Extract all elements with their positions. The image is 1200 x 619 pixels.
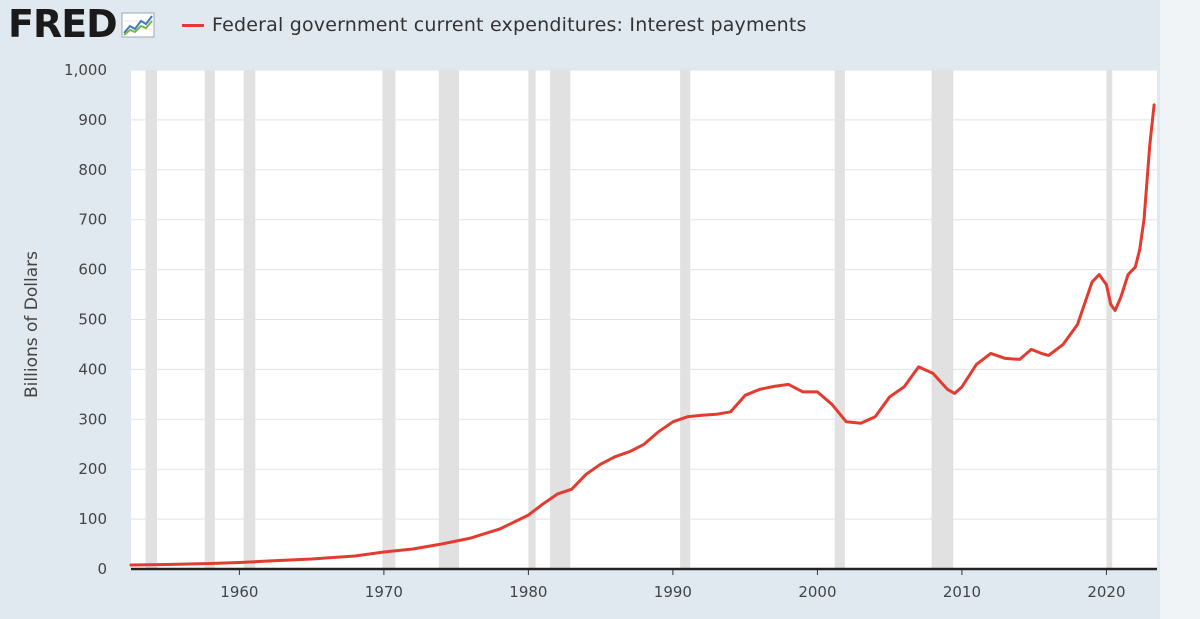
x-tick-label: 1990 (654, 583, 692, 601)
fred-logo[interactable]: FRED (8, 2, 155, 46)
legend-swatch (182, 23, 204, 27)
y-tick-label: 1,000 (64, 61, 107, 79)
page-right-margin (1160, 0, 1200, 619)
fred-chart-icon (121, 12, 155, 43)
y-tick-label: 100 (78, 510, 107, 528)
series-line (129, 103, 1156, 567)
x-tick-label: 1980 (509, 583, 547, 601)
y-axis-label: Billions of Dollars (22, 251, 42, 398)
y-tick-label: 900 (78, 111, 107, 129)
y-tick-label: 0 (97, 560, 107, 578)
y-tick-label: 200 (78, 460, 107, 478)
line-chart: 0 100 200 300 400 500 600 700 800 900 1,000 1960 197… (22, 61, 1157, 601)
y-tick-label: 400 (78, 360, 107, 378)
x-tick-label: 1970 (365, 583, 403, 601)
y-tick-label: 700 (78, 211, 107, 229)
y-tick-label: 300 (78, 410, 107, 428)
y-tick-label: 800 (78, 161, 107, 179)
legend-label: Federal government current expenditures:… (212, 14, 807, 36)
y-tick-label: 600 (78, 261, 107, 279)
x-tick-label: 2010 (943, 583, 981, 601)
x-tick-label: 2000 (798, 583, 836, 601)
fred-logo-text: FRED (8, 2, 118, 46)
x-tick-label: 2020 (1087, 583, 1125, 601)
y-tick-label: 500 (78, 311, 107, 329)
chart-legend: Federal government current expenditures:… (182, 12, 807, 38)
x-tick-label: 1960 (220, 583, 258, 601)
